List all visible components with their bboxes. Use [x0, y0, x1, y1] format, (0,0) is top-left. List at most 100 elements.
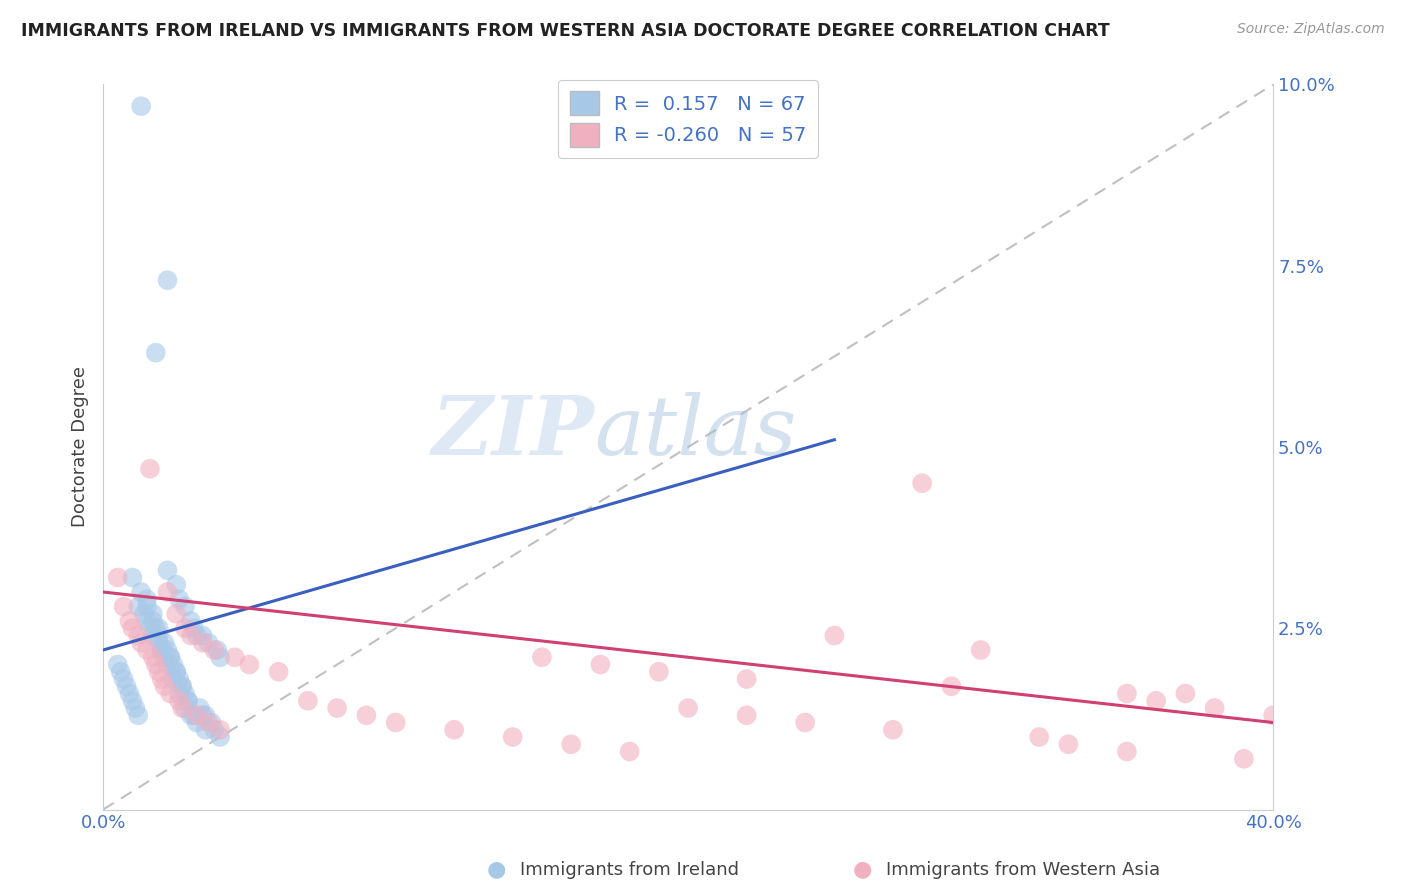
Point — [1144, 694, 1167, 708]
Point — [172, 679, 194, 693]
Point — [136, 614, 159, 628]
Point — [174, 686, 197, 700]
Point — [162, 672, 184, 686]
Point — [191, 636, 214, 650]
Text: ZIP: ZIP — [432, 392, 595, 473]
Point — [194, 708, 217, 723]
Point — [202, 643, 225, 657]
Point — [676, 701, 699, 715]
Point — [224, 650, 246, 665]
Point — [145, 621, 167, 635]
Point — [1115, 745, 1137, 759]
Point — [167, 592, 190, 607]
Point — [167, 672, 190, 686]
Point — [326, 701, 349, 715]
Legend: R =  0.157   N = 67, R = -0.260   N = 57: R = 0.157 N = 67, R = -0.260 N = 57 — [558, 79, 818, 158]
Point — [172, 679, 194, 693]
Point — [165, 578, 187, 592]
Point — [167, 694, 190, 708]
Point — [112, 672, 135, 686]
Point — [142, 614, 165, 628]
Point — [209, 650, 232, 665]
Point — [177, 694, 200, 708]
Text: IMMIGRANTS FROM IRELAND VS IMMIGRANTS FROM WESTERN ASIA DOCTORATE DEGREE CORRELA: IMMIGRANTS FROM IRELAND VS IMMIGRANTS FR… — [21, 22, 1109, 40]
Point — [205, 643, 228, 657]
Point — [156, 273, 179, 287]
Point — [159, 650, 181, 665]
Point — [159, 686, 181, 700]
Point — [107, 657, 129, 672]
Point — [183, 708, 205, 723]
Point — [1263, 708, 1285, 723]
Point — [118, 686, 141, 700]
Point — [129, 99, 152, 113]
Point — [882, 723, 904, 737]
Point — [159, 650, 181, 665]
Point — [110, 665, 132, 679]
Point — [589, 657, 612, 672]
Point — [1174, 686, 1197, 700]
Point — [619, 745, 641, 759]
Point — [648, 665, 671, 679]
Point — [502, 730, 524, 744]
Point — [180, 708, 202, 723]
Point — [139, 461, 162, 475]
Point — [735, 672, 758, 686]
Point — [136, 599, 159, 614]
Point — [150, 643, 173, 657]
Point — [297, 694, 319, 708]
Point — [191, 628, 214, 642]
Point — [129, 585, 152, 599]
Point — [112, 599, 135, 614]
Point — [139, 621, 162, 635]
Point — [124, 701, 146, 715]
Point — [153, 679, 176, 693]
Point — [162, 657, 184, 672]
Point — [121, 621, 143, 635]
Point — [129, 636, 152, 650]
Point — [156, 657, 179, 672]
Point — [121, 694, 143, 708]
Point — [969, 643, 991, 657]
Point — [153, 636, 176, 650]
Point — [194, 723, 217, 737]
Point — [1115, 686, 1137, 700]
Point — [209, 723, 232, 737]
Point — [177, 694, 200, 708]
Point — [142, 607, 165, 621]
Point — [186, 628, 208, 642]
Y-axis label: Doctorate Degree: Doctorate Degree — [72, 367, 89, 527]
Point — [150, 643, 173, 657]
Point — [560, 737, 582, 751]
Point — [191, 708, 214, 723]
Text: ●: ● — [852, 860, 872, 880]
Point — [145, 345, 167, 359]
Point — [121, 570, 143, 584]
Point — [132, 607, 155, 621]
Point — [200, 715, 222, 730]
Point — [174, 599, 197, 614]
Point — [148, 628, 170, 642]
Point — [356, 708, 378, 723]
Point — [197, 636, 219, 650]
Point — [156, 563, 179, 577]
Point — [183, 621, 205, 635]
Text: Immigrants from Western Asia: Immigrants from Western Asia — [886, 861, 1160, 879]
Point — [165, 607, 187, 621]
Point — [153, 650, 176, 665]
Point — [188, 701, 211, 715]
Point — [174, 621, 197, 635]
Text: atlas: atlas — [595, 392, 797, 473]
Point — [202, 723, 225, 737]
Point — [209, 730, 232, 744]
Point — [148, 636, 170, 650]
Point — [180, 628, 202, 642]
Point — [1233, 752, 1256, 766]
Point — [443, 723, 465, 737]
Point — [142, 650, 165, 665]
Point — [238, 657, 260, 672]
Point — [127, 708, 149, 723]
Point — [1028, 730, 1050, 744]
Point — [197, 715, 219, 730]
Point — [156, 643, 179, 657]
